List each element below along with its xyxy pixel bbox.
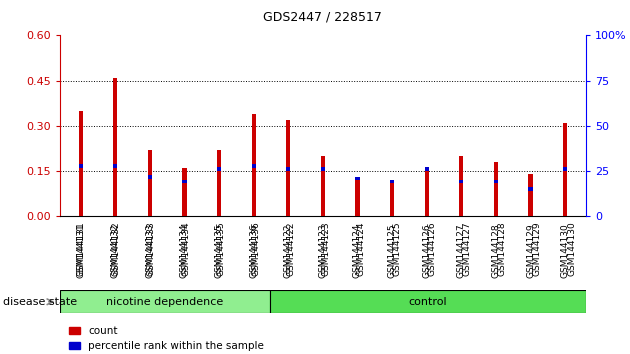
Bar bbox=[529, 174, 532, 216]
Text: GSM144129: GSM144129 bbox=[532, 221, 541, 276]
Text: GSM144132: GSM144132 bbox=[112, 221, 120, 276]
Text: GSM144132: GSM144132 bbox=[111, 223, 120, 278]
Bar bbox=[79, 110, 83, 216]
Text: GSM144123: GSM144123 bbox=[322, 221, 331, 276]
Text: GSM144126: GSM144126 bbox=[427, 221, 436, 276]
Text: GSM144133: GSM144133 bbox=[146, 223, 154, 278]
Text: GSM144129: GSM144129 bbox=[526, 223, 535, 278]
Text: GSM144128: GSM144128 bbox=[491, 223, 500, 278]
Bar bbox=[459, 156, 464, 216]
Bar bbox=[286, 120, 290, 216]
Bar bbox=[425, 168, 429, 216]
Bar bbox=[390, 179, 394, 183]
Text: GSM144136: GSM144136 bbox=[252, 221, 261, 276]
Bar bbox=[459, 179, 464, 183]
Bar bbox=[182, 179, 186, 183]
Text: GSM144127: GSM144127 bbox=[457, 223, 466, 278]
Text: GSM144130: GSM144130 bbox=[568, 221, 576, 276]
Bar bbox=[60, 290, 270, 313]
Bar bbox=[494, 179, 498, 183]
Text: GSM144126: GSM144126 bbox=[422, 223, 431, 278]
Bar bbox=[251, 114, 256, 216]
Bar bbox=[270, 290, 586, 313]
Bar bbox=[563, 167, 567, 171]
Text: disease state: disease state bbox=[3, 297, 77, 307]
Bar bbox=[355, 177, 360, 180]
Text: GSM144134: GSM144134 bbox=[180, 223, 189, 278]
Text: GSM144125: GSM144125 bbox=[392, 221, 401, 276]
Bar bbox=[79, 165, 83, 168]
Text: GSM144135: GSM144135 bbox=[215, 223, 224, 278]
Bar bbox=[286, 167, 290, 171]
Bar bbox=[494, 162, 498, 216]
Text: GSM144124: GSM144124 bbox=[357, 221, 366, 276]
Bar bbox=[390, 180, 394, 216]
Bar bbox=[113, 78, 117, 216]
Bar bbox=[425, 167, 429, 171]
Text: GSM144133: GSM144133 bbox=[147, 221, 156, 276]
Bar bbox=[217, 150, 221, 216]
Bar bbox=[148, 175, 152, 179]
Bar bbox=[563, 123, 567, 216]
Text: GSM144134: GSM144134 bbox=[181, 221, 191, 276]
Text: GSM144122: GSM144122 bbox=[287, 221, 296, 276]
Text: GSM144135: GSM144135 bbox=[217, 221, 226, 276]
Legend: count, percentile rank within the sample: count, percentile rank within the sample bbox=[65, 322, 268, 354]
Bar bbox=[321, 167, 325, 171]
Text: nicotine dependence: nicotine dependence bbox=[106, 297, 224, 307]
Text: GSM144131: GSM144131 bbox=[76, 221, 86, 276]
Text: GSM144125: GSM144125 bbox=[387, 223, 397, 278]
Text: GSM144131: GSM144131 bbox=[76, 223, 85, 278]
Text: GSM144127: GSM144127 bbox=[462, 221, 471, 276]
Bar bbox=[355, 177, 360, 216]
Text: GSM144128: GSM144128 bbox=[497, 221, 507, 276]
Bar bbox=[529, 187, 532, 191]
Text: GSM144122: GSM144122 bbox=[284, 223, 293, 278]
Bar bbox=[321, 156, 325, 216]
Text: GSM144124: GSM144124 bbox=[353, 223, 362, 278]
Bar bbox=[251, 165, 256, 168]
Bar bbox=[148, 150, 152, 216]
Text: control: control bbox=[409, 297, 447, 307]
Text: GSM144123: GSM144123 bbox=[318, 223, 328, 278]
Bar bbox=[217, 167, 221, 171]
Text: GDS2447 / 228517: GDS2447 / 228517 bbox=[263, 11, 382, 24]
Text: GSM144130: GSM144130 bbox=[561, 223, 570, 278]
Bar bbox=[182, 168, 186, 216]
Bar bbox=[113, 165, 117, 168]
Text: GSM144136: GSM144136 bbox=[249, 223, 258, 278]
